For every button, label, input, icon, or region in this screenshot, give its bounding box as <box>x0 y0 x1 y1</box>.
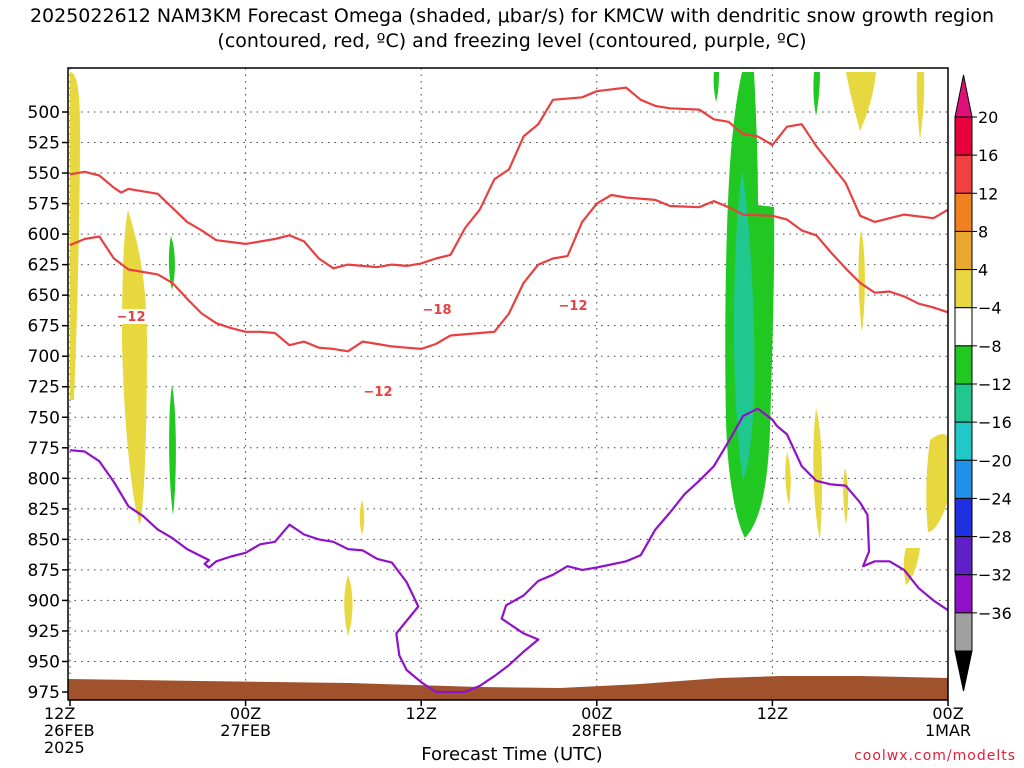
colorbar-label: −20 <box>978 451 1012 470</box>
y-tick-label: 575 <box>28 195 60 215</box>
omega-shade <box>785 452 791 505</box>
omega-shade <box>70 72 80 400</box>
contour-line-2 <box>69 407 948 694</box>
colorbar-swatch <box>954 421 973 461</box>
colorbar-swatch <box>954 269 973 309</box>
credit-text: coolwx.com/modelts <box>854 748 1016 764</box>
y-tick-label: 675 <box>28 317 60 337</box>
colorbar-swatch <box>954 230 973 271</box>
contour-label: −12 <box>559 299 588 314</box>
colorbar-label: −4 <box>978 299 1002 318</box>
contour-label: −12 <box>117 310 146 325</box>
colorbar-label: −8 <box>978 337 1002 356</box>
y-tick-label: 625 <box>28 256 60 276</box>
x-tick-label: 00Z <box>581 704 612 723</box>
colorbar-label: −28 <box>978 528 1012 547</box>
x-tick-label: 28FEB <box>571 721 622 740</box>
colorbar-label: −24 <box>978 489 1012 508</box>
omega-shading <box>68 72 948 700</box>
x-tick-label: 12Z <box>406 704 437 723</box>
colorbar-swatch <box>954 459 973 499</box>
y-tick-label: 650 <box>28 286 60 306</box>
y-tick-label: 525 <box>28 134 60 154</box>
y-tick-label: 925 <box>28 622 60 642</box>
x-tick-label: 2025 <box>44 738 85 757</box>
y-tick-label: 900 <box>28 591 60 611</box>
colorbar-label: 8 <box>978 222 988 241</box>
omega-shade <box>858 230 865 332</box>
y-tick-label: 750 <box>28 408 60 428</box>
y-tick-label: 975 <box>28 683 60 703</box>
omega-shade <box>344 575 353 636</box>
omega-shade <box>122 210 147 525</box>
colorbar-swatch <box>954 307 973 347</box>
chart-title: 2025022612 NAM3KM Forecast Omega (shaded… <box>29 5 995 52</box>
y-tick-label: 500 <box>28 103 60 123</box>
colorbar-swatch <box>954 116 973 156</box>
plot-frame <box>67 67 949 701</box>
colorbar-swatch <box>954 497 973 538</box>
colorbar-swatch <box>954 345 973 385</box>
x-tick-label: 1MAR <box>925 721 971 740</box>
y-axis: 500 525 550 575 600 625 650 675 700 725 750 775 800 8… <box>28 103 68 703</box>
omega-shade <box>813 408 823 540</box>
colorbar-label: −12 <box>978 375 1012 394</box>
contour-labels: −12 −18 −12 −12 <box>114 298 590 400</box>
y-tick-label: 550 <box>28 164 60 184</box>
omega-shade <box>916 72 925 140</box>
y-tick-label: 775 <box>28 439 60 459</box>
y-tick-label: 950 <box>28 652 60 672</box>
omega-shade <box>846 72 876 131</box>
colorbar-label: −36 <box>978 604 1012 623</box>
x-tick-label: 00Z <box>230 704 261 723</box>
y-tick-label: 700 <box>28 347 60 367</box>
colorbar-label: 20 <box>978 108 998 127</box>
contour-label: −18 <box>423 303 452 318</box>
colorbar-swatch <box>954 192 973 232</box>
colorbar-swatch <box>954 154 973 194</box>
x-tick-label: 00Z <box>932 704 963 723</box>
y-tick-label: 725 <box>28 378 60 398</box>
x-tick-label: 26FEB <box>44 721 95 740</box>
contour-line-0 <box>69 86 948 270</box>
y-tick-label: 875 <box>28 561 60 581</box>
omega-shade <box>734 170 755 480</box>
y-tick-label: 600 <box>28 225 60 245</box>
colorbar-swatch <box>954 383 973 423</box>
x-tick-label: 12Z <box>44 704 75 723</box>
omega-shade <box>359 500 365 535</box>
omega-shade <box>926 434 948 532</box>
omega-shade <box>713 72 719 102</box>
colorbar-label: 12 <box>978 184 998 203</box>
contour-line-1 <box>69 193 948 353</box>
y-tick-label: 800 <box>28 469 60 489</box>
terrain <box>68 676 948 700</box>
omega-shade <box>813 72 820 116</box>
omega-shade <box>168 236 175 290</box>
colorbar-label: 16 <box>978 146 998 165</box>
colorbar-swatch <box>954 574 973 614</box>
colorbar: 20 16 12 8 4 −4 −8 −12 −16 −20 −24 −28 −32 −36 <box>954 74 1012 692</box>
colorbar-swatch <box>954 612 973 652</box>
colorbar-label: −16 <box>978 413 1012 432</box>
x-axis-title: Forecast Time (UTC) <box>421 744 603 765</box>
omega-shade <box>843 468 849 525</box>
colorbar-bottom-arrow <box>954 650 973 692</box>
x-tick-label: 12Z <box>757 704 788 723</box>
contour-label: −12 <box>364 385 393 400</box>
y-tick-label: 825 <box>28 500 60 520</box>
colorbar-label: 4 <box>978 261 988 280</box>
colorbar-swatch <box>954 536 973 576</box>
omega-shade <box>169 385 176 515</box>
x-tick-label: 27FEB <box>220 721 271 740</box>
y-tick-label: 850 <box>28 530 60 550</box>
colorbar-top-arrow <box>954 74 973 118</box>
colorbar-label: −32 <box>978 566 1012 585</box>
contour-series <box>69 86 948 694</box>
